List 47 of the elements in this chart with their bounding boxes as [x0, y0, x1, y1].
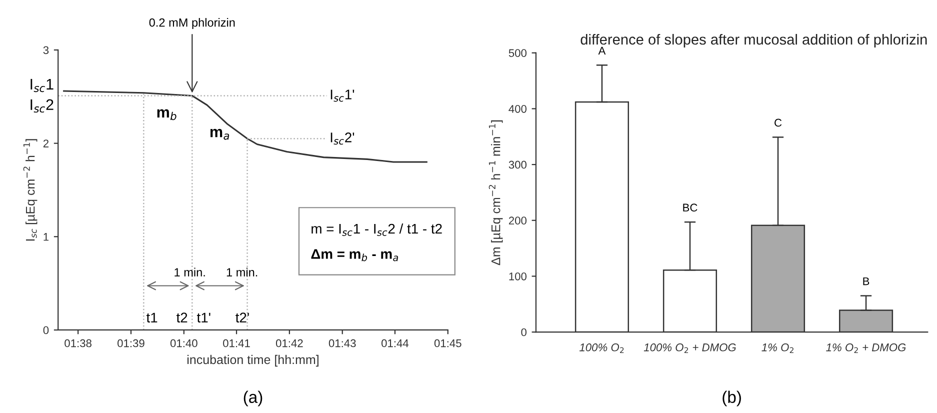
y-tick-label: 300: [508, 160, 527, 169]
y-tick-label: 0: [43, 326, 49, 334]
text: I$_{sc}$1: [30, 78, 54, 92]
y-tick-label: 1: [44, 233, 49, 241]
x-tick-label: 1% O$_{2}$: [762, 343, 794, 354]
text: (b): [722, 390, 741, 406]
x-axis-title: incubation time [hh:mm]: [187, 354, 318, 367]
x-tick-label: 01:38: [64, 339, 92, 348]
annotation: t1': [196, 312, 210, 322]
y-tick-label: 500: [508, 49, 527, 57]
annotation: m = I$_{sc}$1 - I$_{sc}$2 / t1 - t2: [312, 223, 442, 236]
annotation: t2': [236, 312, 249, 322]
x-tick-label: 01:45: [434, 339, 462, 348]
x-tick-label: 01:41: [223, 339, 250, 348]
annotation: t1: [146, 312, 158, 322]
annotation: I$_{sc}$2': [330, 132, 354, 145]
annotation: m$_{b}$: [157, 109, 176, 120]
y-tick-label: 200: [508, 216, 527, 225]
y-tick-label: 3: [43, 46, 49, 54]
y-tick-label: 100: [509, 272, 527, 280]
text: (a): [244, 390, 262, 406]
y-tick-label: 0: [521, 328, 526, 336]
annotation: C: [774, 118, 782, 127]
x-tick-label: 1% O$_{2}$ + DMOG: [826, 343, 906, 354]
x-tick-label: 100% O$_{2}$: [579, 343, 624, 354]
x-tick-label: 01:43: [328, 339, 356, 348]
y-tick-label: 400: [508, 104, 527, 113]
annotation: BC: [683, 204, 698, 212]
annotation: m$_{a}$: [210, 128, 230, 140]
y-axis-title: Δm [µEq cm$^{−2}$ h$^{−1}$ min$^{−1}$]: [488, 120, 503, 266]
annotation: 0.2 mM phlorizin: [149, 18, 235, 30]
x-tick-label: 01:44: [381, 339, 409, 348]
text: I$_{sc}$2: [30, 99, 54, 113]
annotation: t2: [176, 312, 188, 322]
y-tick-label: 2: [43, 140, 49, 148]
annotation: A: [598, 46, 606, 55]
x-tick-label: 01:39: [118, 339, 144, 348]
annotation: B: [863, 277, 870, 286]
annotation: 1 min.: [174, 268, 205, 276]
x-tick-label: 01:40: [170, 339, 198, 348]
chart-title: difference of slopes after mucosal addition of phlorizin: [580, 34, 927, 48]
x-tick-label: 01:42: [276, 339, 303, 348]
x-tick-label: 100% O$_{2}$ + DMOG: [644, 343, 736, 354]
annotation: Δm = m$_{b}$ - m$_{a}$: [311, 249, 398, 262]
y-axis-title: I$_{sc}$ [µEq cm$^{−2}$ h$^{−1}$]: [23, 139, 38, 241]
annotation: I$_{sc}$1': [330, 90, 354, 102]
annotation: 1 min.: [226, 268, 258, 276]
